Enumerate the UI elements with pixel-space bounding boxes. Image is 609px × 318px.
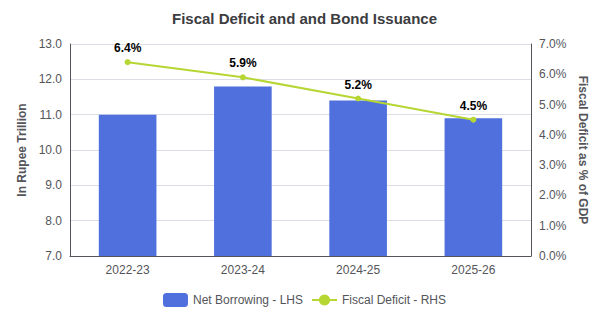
svg-text:1.0%: 1.0% <box>539 219 567 233</box>
svg-text:5.2%: 5.2% <box>344 78 372 92</box>
svg-text:Fiscal Deficit and and Bond Is: Fiscal Deficit and and Bond Issuance <box>172 10 437 27</box>
svg-text:5.0%: 5.0% <box>539 98 567 112</box>
svg-text:7.0%: 7.0% <box>539 37 567 51</box>
svg-text:2024-25: 2024-25 <box>336 263 380 277</box>
svg-text:2023-24: 2023-24 <box>221 263 265 277</box>
svg-text:10.0: 10.0 <box>39 143 63 157</box>
svg-text:7.0: 7.0 <box>45 249 62 263</box>
svg-text:9.0: 9.0 <box>45 178 62 192</box>
svg-text:4.5%: 4.5% <box>460 99 488 113</box>
svg-text:11.0: 11.0 <box>40 108 63 122</box>
svg-text:12.0: 12.0 <box>39 72 63 86</box>
svg-text:13.0: 13.0 <box>39 37 63 51</box>
svg-text:6.0%: 6.0% <box>539 67 567 81</box>
svg-text:8.0: 8.0 <box>45 214 62 228</box>
svg-text:2.0%: 2.0% <box>539 188 567 202</box>
svg-text:5.9%: 5.9% <box>229 56 257 70</box>
svg-text:Net Borrowing - LHS: Net Borrowing - LHS <box>193 293 303 307</box>
svg-text:3.0%: 3.0% <box>539 158 567 172</box>
svg-text:Fiscal Deficit as % of GDP: Fiscal Deficit as % of GDP <box>576 76 590 225</box>
svg-text:4.0%: 4.0% <box>539 128 567 142</box>
svg-text:Fiscal Deficit - RHS: Fiscal Deficit - RHS <box>342 293 446 307</box>
svg-text:0.0%: 0.0% <box>539 249 567 263</box>
svg-text:2022-23: 2022-23 <box>106 263 150 277</box>
svg-text:6.4%: 6.4% <box>114 41 142 55</box>
svg-text:2025-26: 2025-26 <box>451 263 495 277</box>
svg-text:In Rupee Trillion: In Rupee Trillion <box>15 103 29 196</box>
